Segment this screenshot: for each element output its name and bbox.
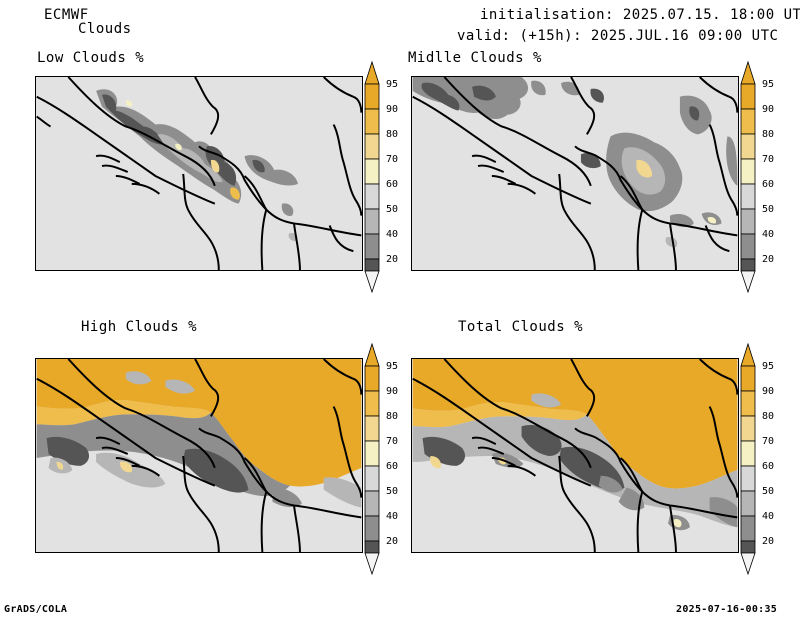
colorbar-graphic <box>740 342 756 576</box>
middle-clouds-map <box>412 77 738 270</box>
footer-software-label: GrADS/COLA <box>4 604 68 615</box>
colorbar-graphic <box>740 60 756 294</box>
tick-40: 40 <box>386 511 399 522</box>
total-borders <box>412 359 738 552</box>
colorbar-high: 95 90 80 70 60 50 40 20 <box>364 340 420 578</box>
valid-time-label: valid: (+15h): 2025.JUL.16 09:00 UTC <box>457 28 779 44</box>
tick-95: 95 <box>386 361 399 372</box>
tick-90: 90 <box>762 104 775 115</box>
tick-60: 60 <box>386 461 399 472</box>
tick-20: 20 <box>762 254 775 265</box>
tick-90: 90 <box>762 386 775 397</box>
tick-20: 20 <box>762 536 775 547</box>
tick-50: 50 <box>762 486 775 497</box>
panel-title-high: High Clouds % <box>81 319 198 335</box>
colorbar-graphic <box>364 60 380 294</box>
panel-title-total: Total Clouds % <box>458 319 584 335</box>
tick-20: 20 <box>386 536 399 547</box>
product-label: Clouds <box>78 21 132 37</box>
map-low-clouds <box>35 76 363 271</box>
map-middle-clouds <box>411 76 739 271</box>
tick-80: 80 <box>762 411 775 422</box>
colorbar-total: 95 90 80 70 60 50 40 20 <box>740 340 796 578</box>
initialisation-label: initialisation: 2025.07.15. 18:00 UTC <box>480 7 800 23</box>
panel-title-middle: Midlle Clouds % <box>408 50 542 66</box>
tick-80: 80 <box>386 129 399 140</box>
low-cloud-fields <box>96 89 298 242</box>
tick-80: 80 <box>762 129 775 140</box>
colorbar-low: 95 90 80 70 60 50 40 20 <box>364 58 420 296</box>
tick-60: 60 <box>386 179 399 190</box>
middle-cloud-fields <box>412 77 738 248</box>
map-high-clouds <box>35 358 363 553</box>
total-cloud-fields <box>412 359 738 531</box>
tick-90: 90 <box>386 386 399 397</box>
high-cloud-fields <box>36 359 362 508</box>
tick-20: 20 <box>386 254 399 265</box>
low-clouds-map <box>36 77 362 270</box>
low-borders <box>36 77 362 270</box>
tick-70: 70 <box>762 436 775 447</box>
model-label: ECMWF <box>44 7 89 23</box>
colorbar-middle: 95 90 80 70 60 50 40 20 <box>740 58 796 296</box>
high-clouds-map <box>36 359 362 552</box>
tick-95: 95 <box>386 79 399 90</box>
total-clouds-map <box>412 359 738 552</box>
middle-borders <box>412 77 738 270</box>
panel-title-low: Low Clouds % <box>37 50 145 66</box>
tick-40: 40 <box>386 229 399 240</box>
colorbar-graphic <box>364 342 380 576</box>
tick-50: 50 <box>386 486 399 497</box>
high-borders <box>36 359 362 552</box>
tick-40: 40 <box>762 511 775 522</box>
tick-40: 40 <box>762 229 775 240</box>
tick-95: 95 <box>762 79 775 90</box>
map-total-clouds <box>411 358 739 553</box>
tick-90: 90 <box>386 104 399 115</box>
tick-50: 50 <box>386 204 399 215</box>
footer-timestamp: 2025-07-16-00:35 <box>676 604 778 615</box>
tick-50: 50 <box>762 204 775 215</box>
tick-70: 70 <box>386 154 399 165</box>
tick-60: 60 <box>762 461 775 472</box>
tick-95: 95 <box>762 361 775 372</box>
tick-70: 70 <box>762 154 775 165</box>
tick-60: 60 <box>762 179 775 190</box>
tick-80: 80 <box>386 411 399 422</box>
tick-70: 70 <box>386 436 399 447</box>
